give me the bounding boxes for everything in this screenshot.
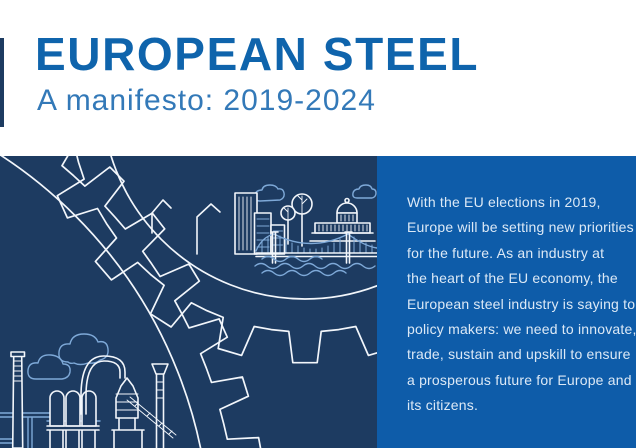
left-accent-strip [0,38,4,127]
hero-section: With the EU elections in 2019, Europe wi… [0,156,636,448]
gear-top-icon [56,156,377,364]
pipes-icon [0,412,101,448]
chimney-icon [10,351,26,448]
tree-icon [291,193,313,247]
intro-panel: With the EU elections in 2019, Europe wi… [377,156,636,448]
gear-top-rim-icon [110,156,377,300]
industry-illustration [0,156,377,448]
gear-icons [0,156,377,448]
intro-paragraph: With the EU elections in 2019, Europe wi… [407,194,636,414]
storage-silos-icon [46,390,100,448]
cloud-icon [352,184,377,199]
cloud-icon [27,354,71,380]
gear-large-rim-icon [0,156,202,448]
cloud-icon [58,333,109,366]
city-skyline-icon [151,184,377,277]
hill-outline-icon [151,199,172,234]
blast-furnace-icon [80,355,145,448]
cooling-tower-icon [151,363,169,448]
page-subtitle: A manifesto: 2019-2024 [37,84,376,117]
building-windows [256,218,270,248]
capitol-icon [309,197,376,242]
hill-outline-icon [196,203,221,255]
conveyor-icon [126,396,177,439]
waves-icon [254,255,376,277]
tree-icon [280,205,296,245]
factory-icon [0,333,177,448]
skyscraper-windows [238,196,252,251]
cloud-icon [254,184,285,202]
page-title: EUROPEAN STEEL [35,28,480,80]
